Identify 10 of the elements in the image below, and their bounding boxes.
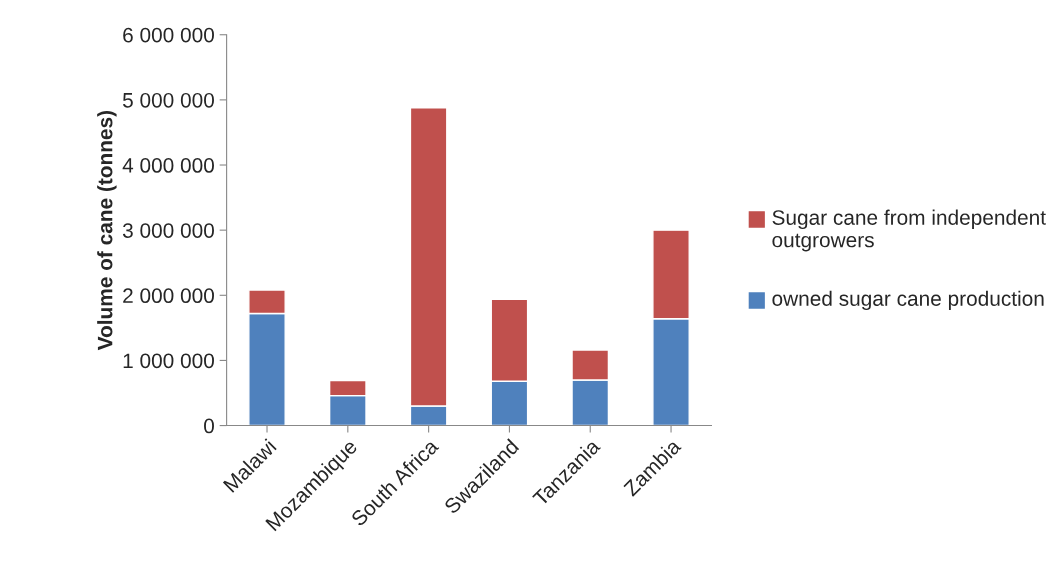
y-tick-label: 3 000 000 — [122, 223, 214, 238]
y-tick-label: 6 000 000 — [123, 27, 214, 43]
y-tick-label: 4 000 000 — [122, 158, 214, 173]
legend-label: Sugar cane from independent outgrowers — [772, 209, 1046, 252]
y-axis-title: Volume of cane (tonnes) — [97, 110, 117, 351]
y-tick-label: 0 — [204, 418, 214, 434]
y-tick-label: 5 000 000 — [122, 92, 214, 108]
y-tick-label: 1 000 000 — [123, 353, 214, 369]
y-tick-label: 2 000 000 — [123, 288, 214, 304]
legend-label: owned sugar cane production — [772, 290, 1044, 311]
